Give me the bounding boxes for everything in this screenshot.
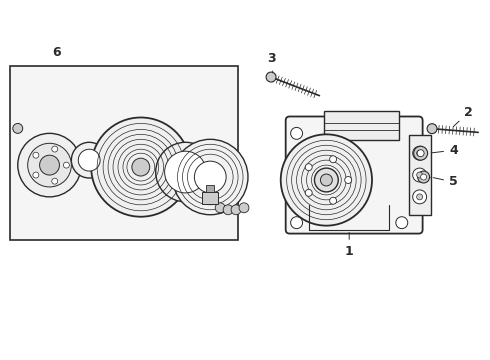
Circle shape	[132, 158, 150, 176]
Bar	[10, 66, 238, 239]
Bar	[409, 135, 431, 215]
Circle shape	[195, 161, 226, 193]
Circle shape	[13, 123, 23, 133]
Circle shape	[320, 174, 332, 186]
Circle shape	[315, 168, 338, 192]
Circle shape	[291, 127, 302, 139]
Circle shape	[416, 194, 422, 200]
Circle shape	[215, 203, 225, 213]
Circle shape	[165, 151, 206, 193]
FancyBboxPatch shape	[286, 117, 422, 234]
Circle shape	[40, 155, 59, 175]
Circle shape	[413, 146, 427, 160]
Circle shape	[63, 162, 70, 168]
Circle shape	[305, 164, 312, 171]
Text: 6: 6	[52, 46, 61, 59]
Circle shape	[52, 178, 58, 184]
Circle shape	[416, 172, 422, 178]
Circle shape	[427, 124, 437, 134]
Circle shape	[28, 143, 72, 187]
Circle shape	[420, 174, 427, 180]
Circle shape	[345, 176, 352, 184]
Circle shape	[396, 217, 408, 229]
Circle shape	[172, 139, 248, 215]
Circle shape	[305, 189, 312, 196]
Circle shape	[330, 156, 337, 163]
Circle shape	[417, 150, 424, 157]
Circle shape	[413, 190, 427, 204]
Circle shape	[417, 171, 430, 183]
Circle shape	[291, 217, 302, 229]
Circle shape	[52, 146, 58, 152]
Circle shape	[91, 117, 191, 217]
Circle shape	[33, 152, 39, 158]
Text: 2: 2	[453, 106, 473, 126]
Circle shape	[72, 142, 107, 178]
Text: 1: 1	[345, 233, 354, 258]
Circle shape	[413, 168, 427, 182]
Text: 3: 3	[268, 53, 276, 73]
Circle shape	[156, 142, 215, 202]
Circle shape	[231, 205, 241, 215]
Bar	[202, 192, 218, 204]
Circle shape	[416, 150, 422, 156]
Circle shape	[33, 172, 39, 178]
Bar	[206, 185, 214, 192]
Circle shape	[18, 133, 81, 197]
Circle shape	[223, 205, 233, 215]
Bar	[324, 111, 399, 140]
Circle shape	[414, 146, 428, 160]
Circle shape	[239, 203, 249, 213]
Text: 5: 5	[433, 175, 458, 189]
Circle shape	[266, 72, 276, 82]
Text: 4: 4	[431, 144, 458, 157]
Circle shape	[78, 149, 100, 171]
Circle shape	[330, 197, 337, 204]
Circle shape	[281, 134, 372, 226]
